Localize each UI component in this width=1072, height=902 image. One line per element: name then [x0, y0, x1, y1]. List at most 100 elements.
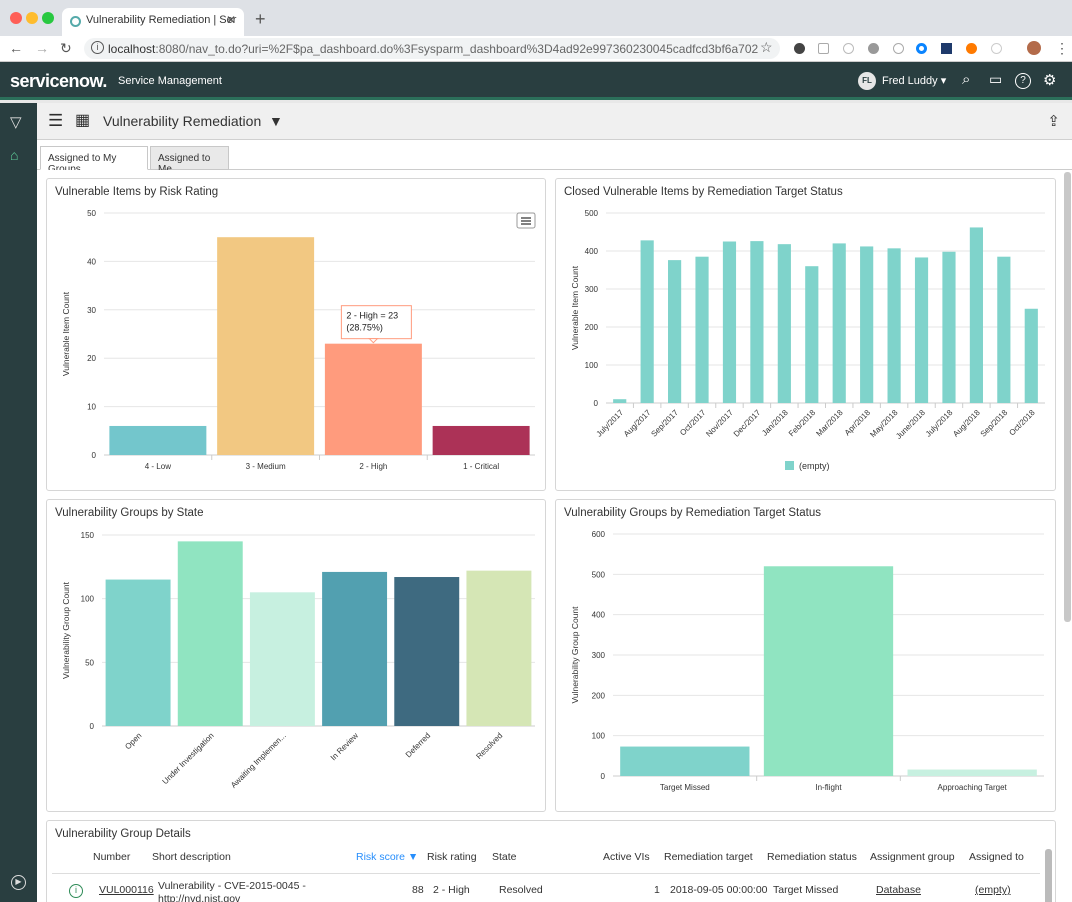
extension-icon[interactable] — [991, 43, 1002, 54]
browser-menu-icon[interactable]: ⋮ — [1055, 40, 1069, 56]
servicenow-favicon-icon — [70, 16, 81, 27]
remediation-status: Target Missed — [773, 884, 839, 896]
close-tab-icon[interactable]: ✕ — [225, 13, 236, 27]
extension-icon[interactable] — [941, 43, 952, 54]
chat-icon[interactable]: ▭ — [989, 71, 1003, 87]
y-tick-label: 300 — [585, 285, 599, 294]
state: Resolved — [499, 884, 543, 896]
extension-icon[interactable] — [916, 43, 927, 54]
bar — [777, 244, 791, 403]
dashboard-grid-icon[interactable]: ▦ — [75, 112, 91, 129]
user-menu[interactable]: Fred Luddy ▾ — [882, 74, 946, 87]
extension-icon[interactable] — [843, 43, 854, 54]
info-icon[interactable]: i — [69, 884, 83, 898]
column-header[interactable]: Risk rating — [427, 851, 477, 863]
share-icon[interactable]: ⇪ — [1047, 113, 1060, 130]
extension-icon[interactable] — [893, 43, 904, 54]
bar — [860, 246, 874, 403]
y-tick-label: 0 — [90, 722, 95, 731]
page-scrollbar[interactable] — [1064, 172, 1071, 622]
browser-tab[interactable]: Vulnerability Remediation | Ser ✕ — [62, 8, 244, 36]
short-description-url: http://nvd.nist.gov — [158, 893, 241, 902]
close-window-button[interactable] — [10, 12, 22, 24]
bar — [763, 566, 894, 776]
tab-assigned-to-my-groups[interactable]: Assigned to My Groups — [40, 146, 148, 175]
extension-icon[interactable] — [966, 43, 977, 54]
dashboard-tabs: Assigned to My Groups Assigned to Me — [37, 140, 1072, 175]
widget-title: Vulnerability Groups by Remediation Targ… — [564, 507, 821, 519]
short-description: Vulnerability - CVE-2015-0045 - — [158, 880, 306, 892]
column-header[interactable]: Remediation status — [767, 851, 857, 863]
help-icon[interactable]: ? — [1015, 73, 1031, 89]
y-tick-label: 500 — [585, 209, 599, 218]
x-tick-label: Oct/2018 — [1007, 408, 1037, 438]
chart-groups-by-state: 0 50 100 150 Vulnerability Group Count Open Un… — [61, 531, 535, 790]
y-tick-label: 40 — [87, 257, 96, 266]
minimize-window-button[interactable] — [26, 12, 38, 24]
url-input[interactable]: i localhost:8080/nav_to.do?uri=%2F$pa_da… — [84, 38, 780, 59]
widget-groups-by-state: Vulnerability Groups by State 0 50 100 150 V… — [46, 499, 546, 812]
bar — [887, 248, 901, 403]
x-tick-label: Aug/2017 — [622, 408, 653, 439]
bar — [620, 746, 750, 776]
maximize-window-button[interactable] — [42, 12, 54, 24]
dashboard-selector[interactable]: Vulnerability Remediation ▼ — [103, 113, 283, 129]
x-tick-label: Jan/2018 — [760, 408, 790, 438]
widget-risk-rating: Vulnerable Items by Risk Rating 0 10 20 30 4… — [46, 178, 546, 491]
widget-closed-items: Closed Vulnerable Items by Remediation T… — [555, 178, 1056, 491]
assigned-to-link[interactable]: (empty) — [975, 884, 1011, 896]
left-nav: ▽ ⌂ ▶ — [0, 103, 37, 902]
reload-icon[interactable]: ↻ — [60, 40, 72, 56]
site-info-icon[interactable]: i — [91, 41, 104, 54]
extension-icon[interactable] — [868, 43, 879, 54]
legend-label: (empty) — [799, 461, 830, 471]
home-icon[interactable]: ⌂ — [10, 147, 19, 163]
y-axis-title: Vulnerable Item Count — [570, 265, 580, 350]
profile-avatar[interactable] — [1027, 41, 1041, 55]
column-header-sorted[interactable]: Risk score ▼ — [356, 851, 419, 863]
servicenow-logo[interactable]: servicenow. — [10, 71, 107, 91]
new-tab-icon[interactable]: + — [255, 9, 266, 29]
bar — [432, 425, 530, 455]
search-icon[interactable]: ⌕ — [962, 71, 971, 88]
column-header[interactable]: Active VIs — [603, 851, 650, 863]
column-header[interactable]: Remediation target — [664, 851, 753, 863]
bar — [177, 541, 243, 726]
app-header: servicenow. Service Management FL Fred L… — [0, 62, 1072, 100]
assignment-group-link[interactable]: Database — [876, 884, 921, 896]
y-tick-label: 100 — [592, 732, 606, 741]
x-tick-label: Dec/2017 — [732, 408, 763, 439]
column-header[interactable]: Assignment group — [870, 851, 955, 863]
record-number-link[interactable]: VUL000116 — [99, 884, 154, 896]
bar — [969, 227, 983, 403]
filter-icon[interactable]: ▽ — [10, 114, 22, 131]
bar — [805, 266, 819, 403]
x-tick-label: Deferred — [404, 731, 432, 759]
menu-icon[interactable]: ☰ — [48, 111, 64, 130]
y-tick-label: 200 — [585, 323, 599, 332]
y-tick-label: 0 — [594, 399, 599, 408]
bar — [750, 241, 764, 403]
extension-icon[interactable] — [818, 43, 829, 54]
avatar[interactable]: FL — [858, 72, 876, 90]
gear-icon[interactable]: ⚙ — [1043, 72, 1057, 89]
bookmark-star-icon[interactable]: ☆ — [760, 39, 773, 55]
bar — [613, 399, 627, 403]
x-tick-label: Open — [123, 731, 143, 751]
column-header[interactable]: Short description — [152, 851, 231, 863]
column-header[interactable]: Assigned to — [969, 851, 1024, 863]
x-tick-label: 2 - High — [359, 462, 387, 471]
widget-title: Vulnerability Groups by State — [55, 507, 204, 519]
bar — [466, 570, 532, 726]
y-tick-label: 0 — [92, 451, 97, 460]
table-scrollbar[interactable] — [1045, 849, 1052, 902]
back-icon[interactable]: ← — [9, 40, 23, 56]
tab-assigned-to-me[interactable]: Assigned to Me — [150, 146, 229, 175]
play-icon[interactable]: ▶ — [11, 875, 26, 890]
column-header[interactable]: Number — [93, 851, 131, 863]
forward-icon[interactable]: → — [35, 40, 49, 56]
extension-icon[interactable] — [794, 43, 805, 54]
x-tick-label: In-flight — [815, 783, 842, 792]
column-header[interactable]: State — [492, 851, 517, 863]
caret-down-icon: ▼ — [269, 113, 283, 129]
